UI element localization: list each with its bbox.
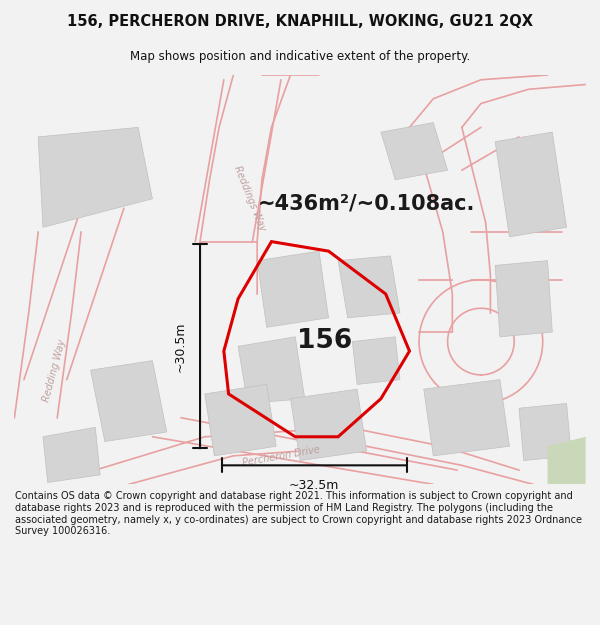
Text: 156, PERCHERON DRIVE, KNAPHILL, WOKING, GU21 2QX: 156, PERCHERON DRIVE, KNAPHILL, WOKING, … (67, 14, 533, 29)
Polygon shape (290, 389, 367, 461)
Polygon shape (352, 337, 400, 384)
Polygon shape (495, 132, 566, 237)
Polygon shape (338, 256, 400, 318)
Text: Reddings Way: Reddings Way (232, 164, 267, 233)
Polygon shape (205, 384, 276, 456)
Polygon shape (91, 361, 167, 441)
Text: Map shows position and indicative extent of the property.: Map shows position and indicative extent… (130, 50, 470, 62)
Polygon shape (424, 379, 509, 456)
Polygon shape (381, 122, 448, 180)
Polygon shape (519, 404, 571, 461)
Text: Redding Way: Redding Way (41, 338, 68, 402)
Polygon shape (38, 127, 152, 228)
Text: 156: 156 (296, 328, 352, 354)
Polygon shape (257, 251, 329, 328)
Text: ~436m²/~0.108ac.: ~436m²/~0.108ac. (258, 194, 475, 214)
Polygon shape (238, 337, 305, 404)
Text: Percheron Drive: Percheron Drive (241, 444, 320, 468)
Polygon shape (548, 437, 586, 484)
Text: ~30.5m: ~30.5m (174, 321, 187, 372)
Polygon shape (495, 261, 552, 337)
Text: ~32.5m: ~32.5m (289, 479, 340, 492)
Polygon shape (43, 428, 100, 483)
Text: Contains OS data © Crown copyright and database right 2021. This information is : Contains OS data © Crown copyright and d… (15, 491, 582, 536)
